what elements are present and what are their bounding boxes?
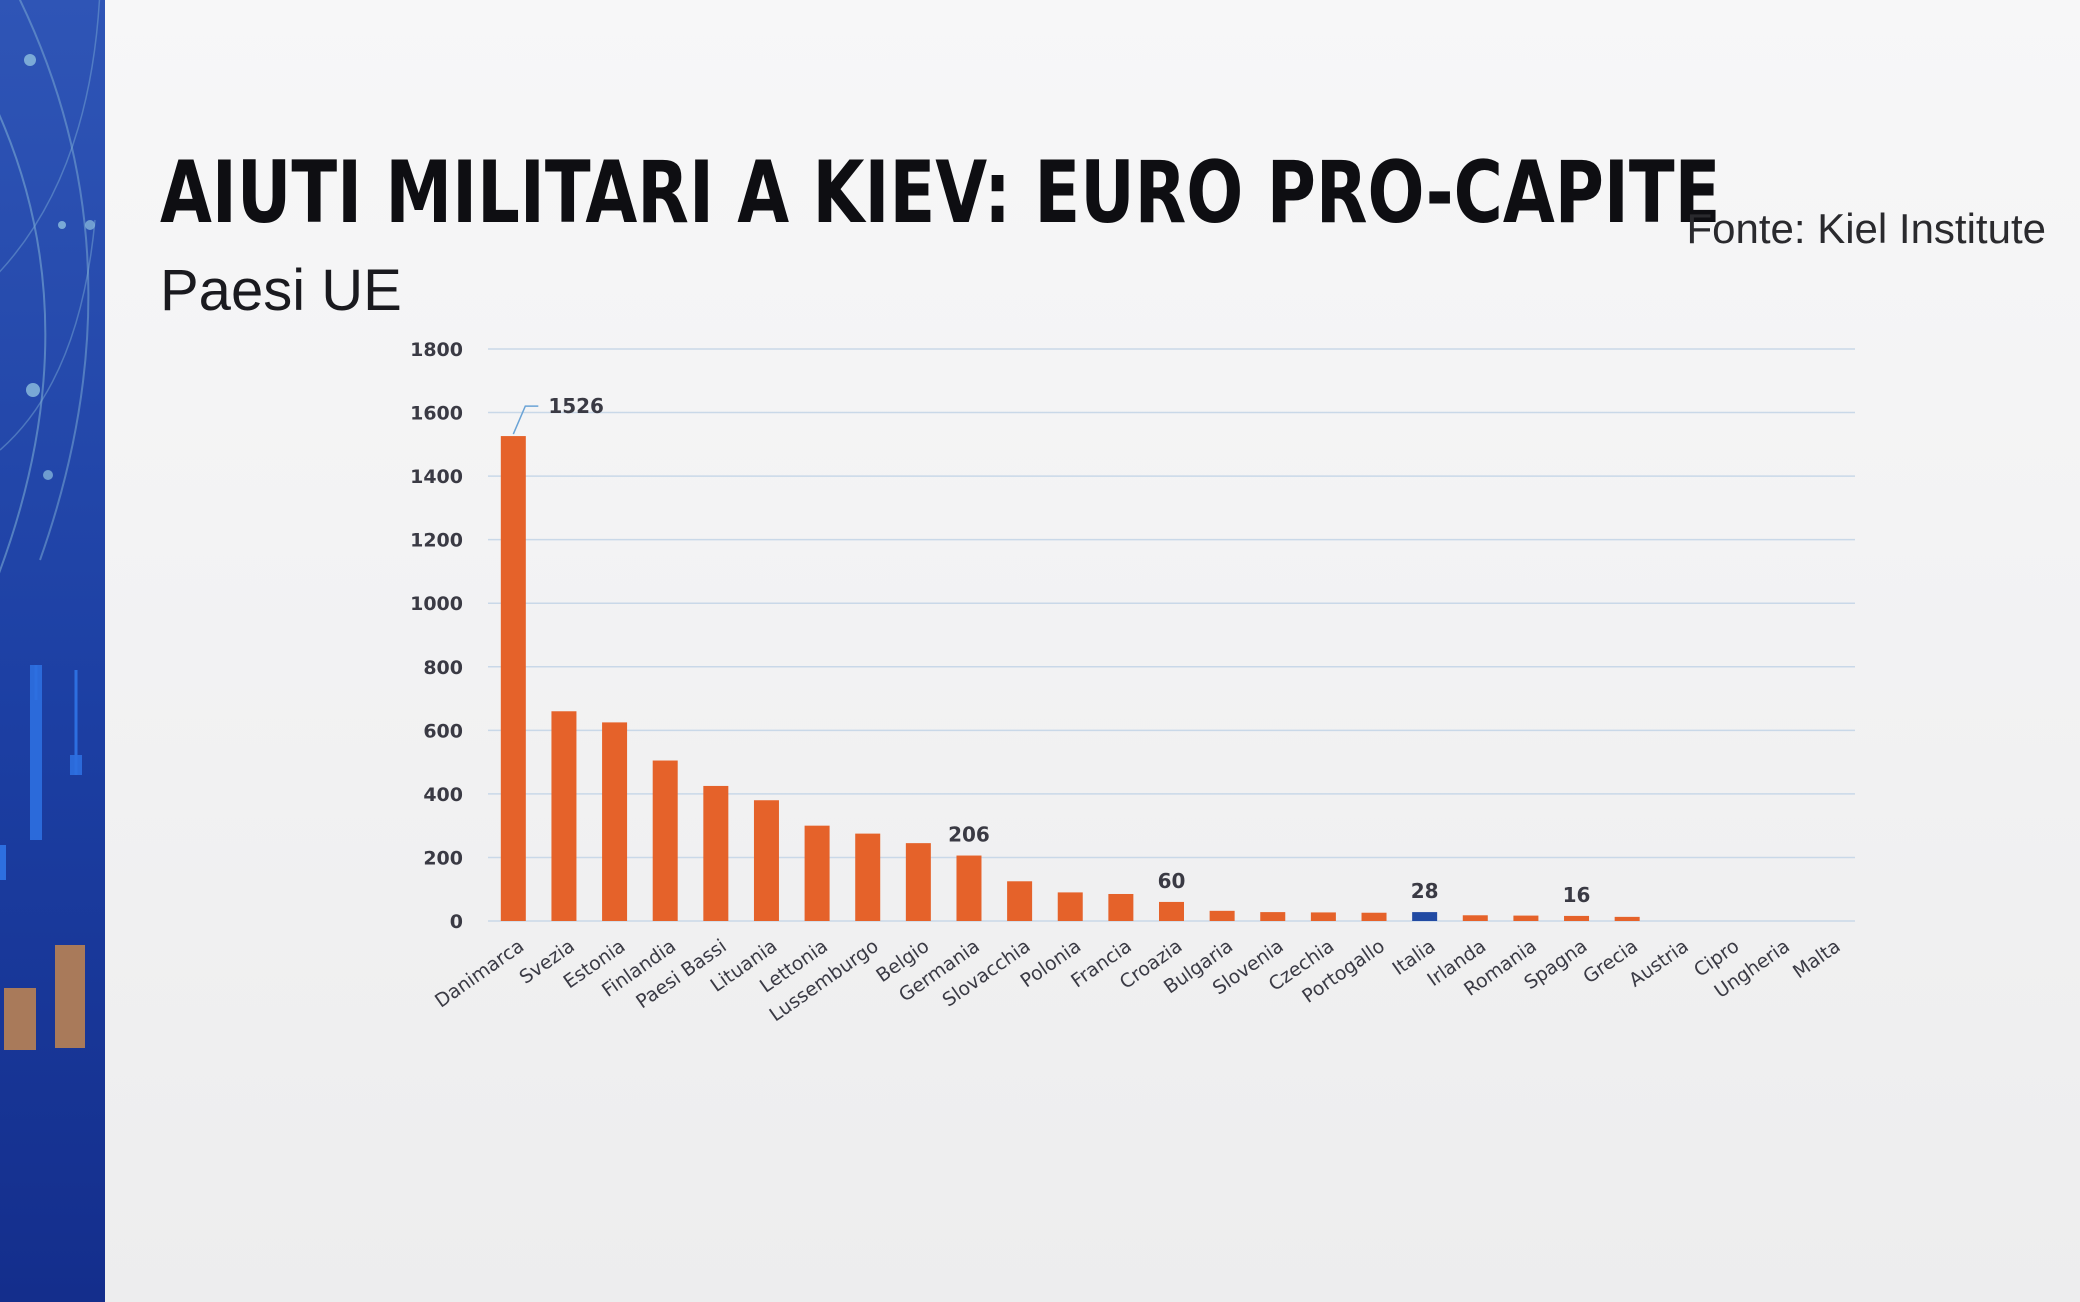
- y-tick-label: 1000: [410, 593, 463, 615]
- x-category-label: Danimarca: [431, 935, 528, 1012]
- y-tick-label: 1400: [410, 466, 463, 488]
- y-tick-label: 200: [423, 847, 463, 869]
- data-label: 206: [948, 823, 990, 847]
- y-tick-label: 400: [423, 784, 463, 806]
- data-label-leader: [512, 405, 539, 435]
- bar: [1209, 910, 1235, 921]
- decorative-side-panel: [0, 0, 105, 1302]
- data-label: 16: [1563, 883, 1591, 907]
- bar: [652, 760, 678, 921]
- source-note: Fonte: Kiel Institute: [1686, 205, 2046, 252]
- bar: [551, 711, 577, 921]
- bar: [1513, 915, 1539, 921]
- y-tick-label: 1800: [410, 339, 463, 361]
- y-tick-label: 0: [450, 911, 463, 933]
- data-label: 28: [1411, 879, 1439, 903]
- decorative-network-graphic: [0, 0, 101, 1050]
- bar: [1057, 892, 1083, 921]
- chart-title: AIUTI MILITARI A KIEV: EURO PRO-CAPITE: [160, 143, 1721, 243]
- data-label: 60: [1158, 869, 1186, 893]
- y-tick-label: 1600: [410, 403, 463, 425]
- y-tick-label: 600: [423, 720, 463, 742]
- bar: [1462, 915, 1488, 921]
- bar: [1412, 912, 1438, 921]
- bar: [804, 825, 830, 921]
- bar: [855, 833, 881, 921]
- data-labels: 1526 206 60 28 16: [512, 394, 1591, 907]
- bar: [1159, 901, 1184, 921]
- data-label: 1526: [548, 394, 604, 418]
- bar: [1108, 893, 1134, 921]
- bar: [956, 855, 982, 921]
- bar: [1614, 916, 1640, 921]
- bar: [703, 785, 729, 921]
- bar: [753, 800, 779, 921]
- y-tick-label: 800: [423, 657, 463, 679]
- bar: [1361, 912, 1387, 921]
- bars: [500, 436, 1640, 921]
- bar: [1310, 912, 1336, 921]
- bar: [500, 436, 526, 921]
- y-tick-label: 1200: [410, 530, 463, 552]
- bar: [602, 722, 628, 921]
- y-axis-ticks: 0 200 400 600 800 1000 1200 1400 1600 1800: [410, 339, 463, 933]
- x-category-label: Malta: [1789, 935, 1845, 983]
- chart-subtitle: Paesi UE: [160, 258, 402, 323]
- bar: [1260, 912, 1286, 921]
- grid-lines: [488, 348, 1855, 922]
- bar: [1007, 881, 1033, 921]
- bar: [1564, 915, 1590, 921]
- bar: [905, 843, 931, 921]
